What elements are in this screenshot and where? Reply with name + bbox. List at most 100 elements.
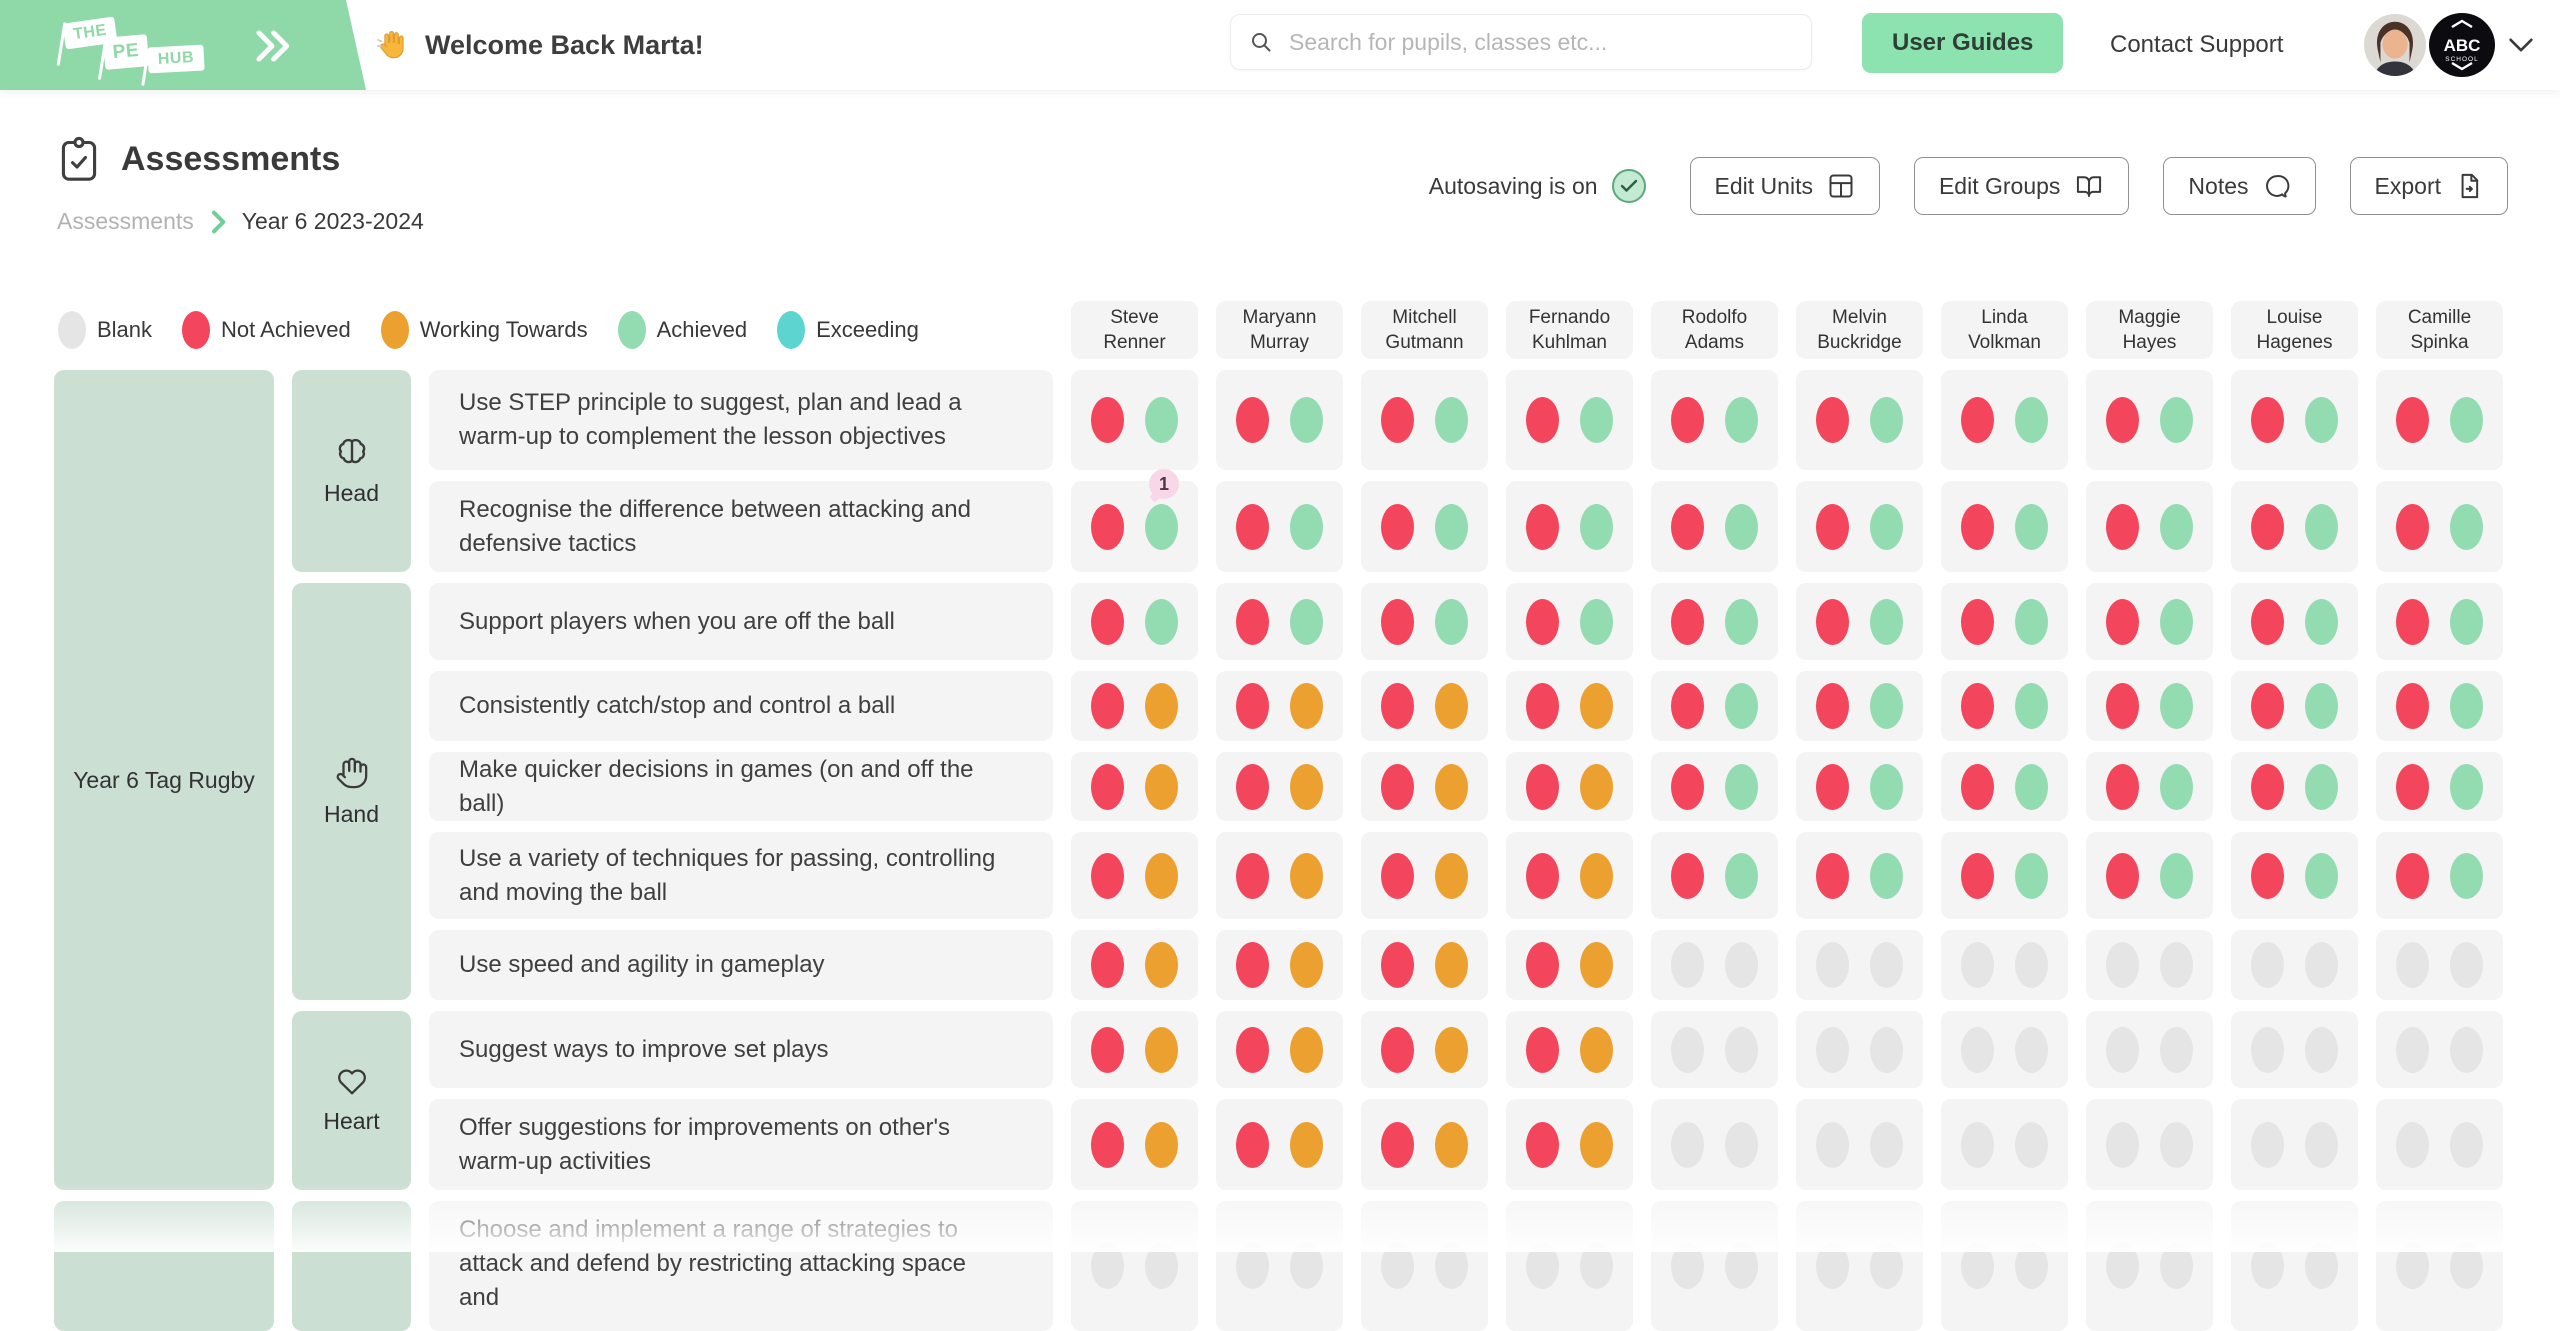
mark-cell[interactable]	[1216, 583, 1343, 660]
mark-cell[interactable]	[1216, 930, 1343, 1000]
mark-cell[interactable]	[1796, 930, 1923, 1000]
mark-cell[interactable]	[2231, 1201, 2358, 1331]
mark-cell[interactable]	[2231, 370, 2358, 470]
mark-cell[interactable]	[1796, 370, 1923, 470]
mark-cell[interactable]	[1361, 1011, 1488, 1088]
mark-cell[interactable]	[2376, 1099, 2503, 1190]
mark-cell[interactable]	[1216, 370, 1343, 470]
mark-cell[interactable]	[1506, 832, 1633, 919]
mark-cell[interactable]	[1941, 1011, 2068, 1088]
mark-cell[interactable]	[1651, 832, 1778, 919]
mark-cell[interactable]	[1216, 1099, 1343, 1190]
mark-cell[interactable]	[1651, 752, 1778, 821]
mark-cell[interactable]	[2231, 930, 2358, 1000]
contact-support-link[interactable]: Contact Support	[2110, 31, 2284, 58]
mark-cell[interactable]	[1796, 752, 1923, 821]
mark-cell[interactable]	[2376, 1201, 2503, 1331]
mark-cell[interactable]	[1651, 1099, 1778, 1190]
mark-cell[interactable]	[1361, 752, 1488, 821]
mark-cell[interactable]	[2376, 1011, 2503, 1088]
export-button[interactable]: Export	[2349, 157, 2508, 215]
mark-cell[interactable]	[2376, 370, 2503, 470]
mark-cell[interactable]	[1361, 1201, 1488, 1331]
mark-cell[interactable]	[1361, 930, 1488, 1000]
mark-cell[interactable]	[1361, 583, 1488, 660]
mark-cell[interactable]	[2376, 583, 2503, 660]
mark-cell[interactable]	[1361, 1099, 1488, 1190]
mark-cell[interactable]	[2376, 832, 2503, 919]
mark-cell[interactable]	[2086, 1099, 2213, 1190]
mark-cell[interactable]	[1796, 671, 1923, 741]
mark-cell[interactable]	[1506, 930, 1633, 1000]
sidebar-collapse-chevrons-icon[interactable]	[252, 28, 292, 64]
mark-cell[interactable]	[1506, 671, 1633, 741]
student-header-melvin[interactable]: Melvin Buckridge	[1796, 301, 1923, 359]
mark-cell[interactable]	[1941, 1099, 2068, 1190]
mark-cell[interactable]	[1071, 1201, 1198, 1331]
student-header-mitchell[interactable]: Mitchell Gutmann	[1361, 301, 1488, 359]
mark-cell[interactable]	[1506, 1099, 1633, 1190]
mark-cell[interactable]	[2086, 832, 2213, 919]
student-header-rodolfo[interactable]: Rodolfo Adams	[1651, 301, 1778, 359]
search-input[interactable]	[1287, 27, 1793, 57]
mark-cell[interactable]	[2086, 370, 2213, 470]
mark-cell[interactable]	[1941, 832, 2068, 919]
mark-cell[interactable]	[1796, 481, 1923, 572]
mark-cell[interactable]	[1941, 370, 2068, 470]
mark-cell[interactable]	[2086, 481, 2213, 572]
mark-cell[interactable]	[1796, 1011, 1923, 1088]
mark-cell[interactable]	[1071, 1099, 1198, 1190]
mark-cell[interactable]	[2086, 752, 2213, 821]
notes-button[interactable]: Notes	[2163, 157, 2316, 215]
mark-cell[interactable]	[2231, 481, 2358, 572]
mark-cell[interactable]	[1651, 1201, 1778, 1331]
mark-cell[interactable]	[1071, 583, 1198, 660]
mark-cell[interactable]	[2376, 930, 2503, 1000]
mark-cell[interactable]	[1506, 370, 1633, 470]
mark-cell[interactable]	[1216, 832, 1343, 919]
edit-units-button[interactable]: Edit Units	[1689, 157, 1880, 215]
edit-groups-button[interactable]: Edit Groups	[1913, 157, 2130, 215]
student-header-maryann[interactable]: Maryann Murray	[1216, 301, 1343, 359]
mark-cell[interactable]	[1071, 752, 1198, 821]
mark-cell[interactable]	[1071, 1011, 1198, 1088]
mark-cell[interactable]	[2231, 583, 2358, 660]
mark-cell[interactable]	[1941, 930, 2068, 1000]
student-header-maggie[interactable]: Maggie Hayes	[2086, 301, 2213, 359]
mark-cell[interactable]	[1216, 671, 1343, 741]
mark-cell[interactable]	[2086, 1011, 2213, 1088]
mark-cell[interactable]: 1	[1071, 469, 1198, 572]
mark-cell[interactable]	[2231, 1099, 2358, 1190]
mark-cell[interactable]	[2086, 1201, 2213, 1331]
mark-cell[interactable]	[1941, 481, 2068, 572]
user-guides-button[interactable]: User Guides	[1862, 13, 2064, 73]
mark-cell[interactable]	[1651, 370, 1778, 470]
mark-cell[interactable]	[2376, 671, 2503, 741]
mark-cell[interactable]	[2086, 930, 2213, 1000]
mark-cell[interactable]	[2231, 671, 2358, 741]
student-header-steve[interactable]: Steve Renner	[1071, 301, 1198, 359]
account-menu[interactable]: ABC SCHOOL	[2364, 12, 2534, 78]
mark-cell[interactable]	[1941, 671, 2068, 741]
mark-cell[interactable]	[1216, 752, 1343, 821]
mark-cell[interactable]	[2376, 752, 2503, 821]
mark-cell[interactable]	[2086, 583, 2213, 660]
mark-cell[interactable]	[1941, 1201, 2068, 1331]
mark-cell[interactable]	[1361, 832, 1488, 919]
mark-cell[interactable]	[1071, 930, 1198, 1000]
mark-cell[interactable]	[1216, 481, 1343, 572]
mark-cell[interactable]	[1216, 1011, 1343, 1088]
mark-cell[interactable]	[1796, 832, 1923, 919]
mark-cell[interactable]	[2086, 671, 2213, 741]
student-header-camille[interactable]: Camille Spinka	[2376, 301, 2503, 359]
mark-cell[interactable]	[1506, 1201, 1633, 1331]
mark-cell[interactable]	[1361, 671, 1488, 741]
mark-cell[interactable]	[1651, 671, 1778, 741]
mark-cell[interactable]	[1071, 671, 1198, 741]
student-header-linda[interactable]: Linda Volkman	[1941, 301, 2068, 359]
mark-cell[interactable]	[1506, 481, 1633, 572]
mark-cell[interactable]	[1506, 583, 1633, 660]
mark-cell[interactable]	[1361, 481, 1488, 572]
mark-cell[interactable]	[1941, 752, 2068, 821]
mark-cell[interactable]	[1796, 583, 1923, 660]
